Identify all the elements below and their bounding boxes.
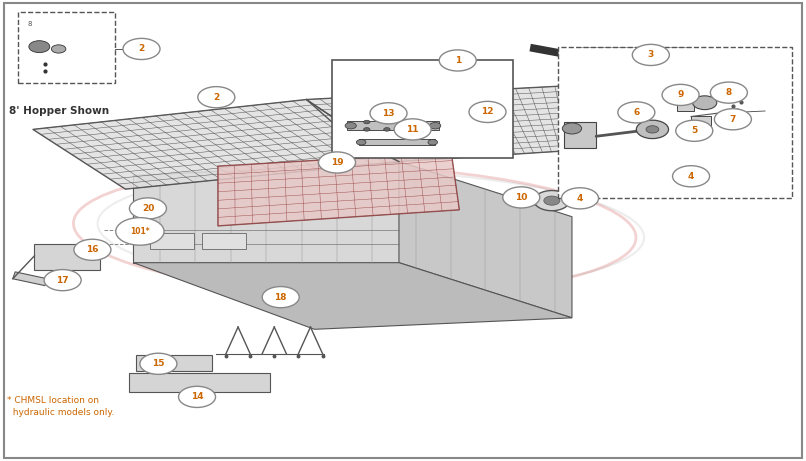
Text: 4: 4 bbox=[688, 172, 694, 181]
Circle shape bbox=[563, 123, 582, 134]
Text: EQUIPMENT: EQUIPMENT bbox=[249, 209, 452, 238]
Text: 4: 4 bbox=[577, 194, 584, 203]
Polygon shape bbox=[13, 272, 48, 286]
Circle shape bbox=[503, 187, 540, 208]
Circle shape bbox=[430, 123, 441, 129]
Text: 7: 7 bbox=[729, 115, 736, 124]
Circle shape bbox=[562, 188, 599, 209]
Circle shape bbox=[428, 140, 438, 145]
Circle shape bbox=[178, 386, 215, 408]
Bar bbox=[676, 97, 694, 111]
Circle shape bbox=[384, 128, 390, 131]
Text: 17: 17 bbox=[56, 276, 69, 284]
Circle shape bbox=[74, 239, 111, 260]
Text: 6: 6 bbox=[634, 108, 639, 117]
Circle shape bbox=[710, 82, 747, 103]
Polygon shape bbox=[218, 153, 459, 226]
Circle shape bbox=[394, 119, 431, 140]
Text: 8: 8 bbox=[725, 88, 732, 97]
Text: 16: 16 bbox=[86, 245, 98, 254]
Text: 13: 13 bbox=[382, 109, 395, 118]
Polygon shape bbox=[134, 161, 399, 263]
Text: 101*: 101* bbox=[130, 227, 150, 236]
Bar bbox=[202, 233, 246, 249]
Circle shape bbox=[404, 128, 410, 131]
Text: SPECIALISTS: SPECIALISTS bbox=[242, 232, 459, 261]
Circle shape bbox=[633, 44, 669, 65]
Text: 19: 19 bbox=[330, 158, 343, 167]
Circle shape bbox=[345, 123, 356, 129]
Text: 14: 14 bbox=[191, 392, 203, 402]
FancyBboxPatch shape bbox=[332, 59, 513, 158]
Circle shape bbox=[544, 196, 560, 205]
Bar bbox=[359, 139, 435, 146]
Text: 15: 15 bbox=[152, 359, 164, 368]
Circle shape bbox=[364, 120, 370, 124]
Bar bbox=[691, 116, 711, 134]
Circle shape bbox=[318, 152, 355, 173]
Circle shape bbox=[140, 353, 177, 374]
Text: 2: 2 bbox=[139, 44, 144, 53]
FancyBboxPatch shape bbox=[559, 47, 791, 198]
Bar bbox=[136, 355, 212, 371]
Circle shape bbox=[29, 41, 50, 53]
Text: 12: 12 bbox=[481, 107, 494, 117]
Text: 8: 8 bbox=[27, 21, 31, 27]
Circle shape bbox=[675, 120, 713, 142]
Circle shape bbox=[404, 120, 410, 124]
Circle shape bbox=[364, 128, 370, 131]
Text: * CHMSL location on
  hydraulic models only.: * CHMSL location on hydraulic models onl… bbox=[7, 396, 114, 418]
Circle shape bbox=[618, 102, 654, 123]
Circle shape bbox=[116, 218, 164, 245]
Text: 18: 18 bbox=[275, 293, 287, 301]
Text: 20: 20 bbox=[142, 204, 154, 213]
Text: 11: 11 bbox=[406, 125, 419, 134]
Circle shape bbox=[52, 45, 66, 53]
Circle shape bbox=[469, 101, 506, 123]
Text: 8' Hopper Shown: 8' Hopper Shown bbox=[9, 106, 109, 117]
Circle shape bbox=[534, 190, 570, 211]
Polygon shape bbox=[33, 100, 399, 189]
Circle shape bbox=[646, 126, 659, 133]
Circle shape bbox=[384, 120, 390, 124]
Bar bbox=[564, 123, 596, 148]
Circle shape bbox=[370, 103, 407, 124]
Text: 10: 10 bbox=[515, 193, 527, 202]
Circle shape bbox=[692, 96, 717, 110]
Polygon shape bbox=[134, 263, 572, 329]
Circle shape bbox=[714, 109, 751, 130]
Circle shape bbox=[662, 84, 699, 106]
Polygon shape bbox=[306, 86, 579, 161]
Circle shape bbox=[197, 87, 235, 108]
Circle shape bbox=[44, 270, 81, 291]
Circle shape bbox=[637, 120, 668, 139]
Circle shape bbox=[439, 50, 476, 71]
Circle shape bbox=[130, 198, 167, 219]
Bar bbox=[347, 121, 439, 130]
Text: 2: 2 bbox=[214, 93, 219, 102]
Text: 5: 5 bbox=[691, 126, 697, 135]
Polygon shape bbox=[399, 161, 572, 318]
Bar bbox=[130, 373, 270, 392]
Circle shape bbox=[356, 140, 366, 145]
FancyBboxPatch shape bbox=[19, 12, 115, 83]
Text: 9: 9 bbox=[677, 90, 683, 100]
Bar bbox=[35, 244, 101, 270]
Circle shape bbox=[262, 287, 299, 307]
Circle shape bbox=[672, 165, 709, 187]
Text: 1: 1 bbox=[455, 56, 461, 65]
Text: 3: 3 bbox=[648, 50, 654, 59]
Bar bbox=[150, 233, 193, 249]
Circle shape bbox=[123, 38, 160, 59]
